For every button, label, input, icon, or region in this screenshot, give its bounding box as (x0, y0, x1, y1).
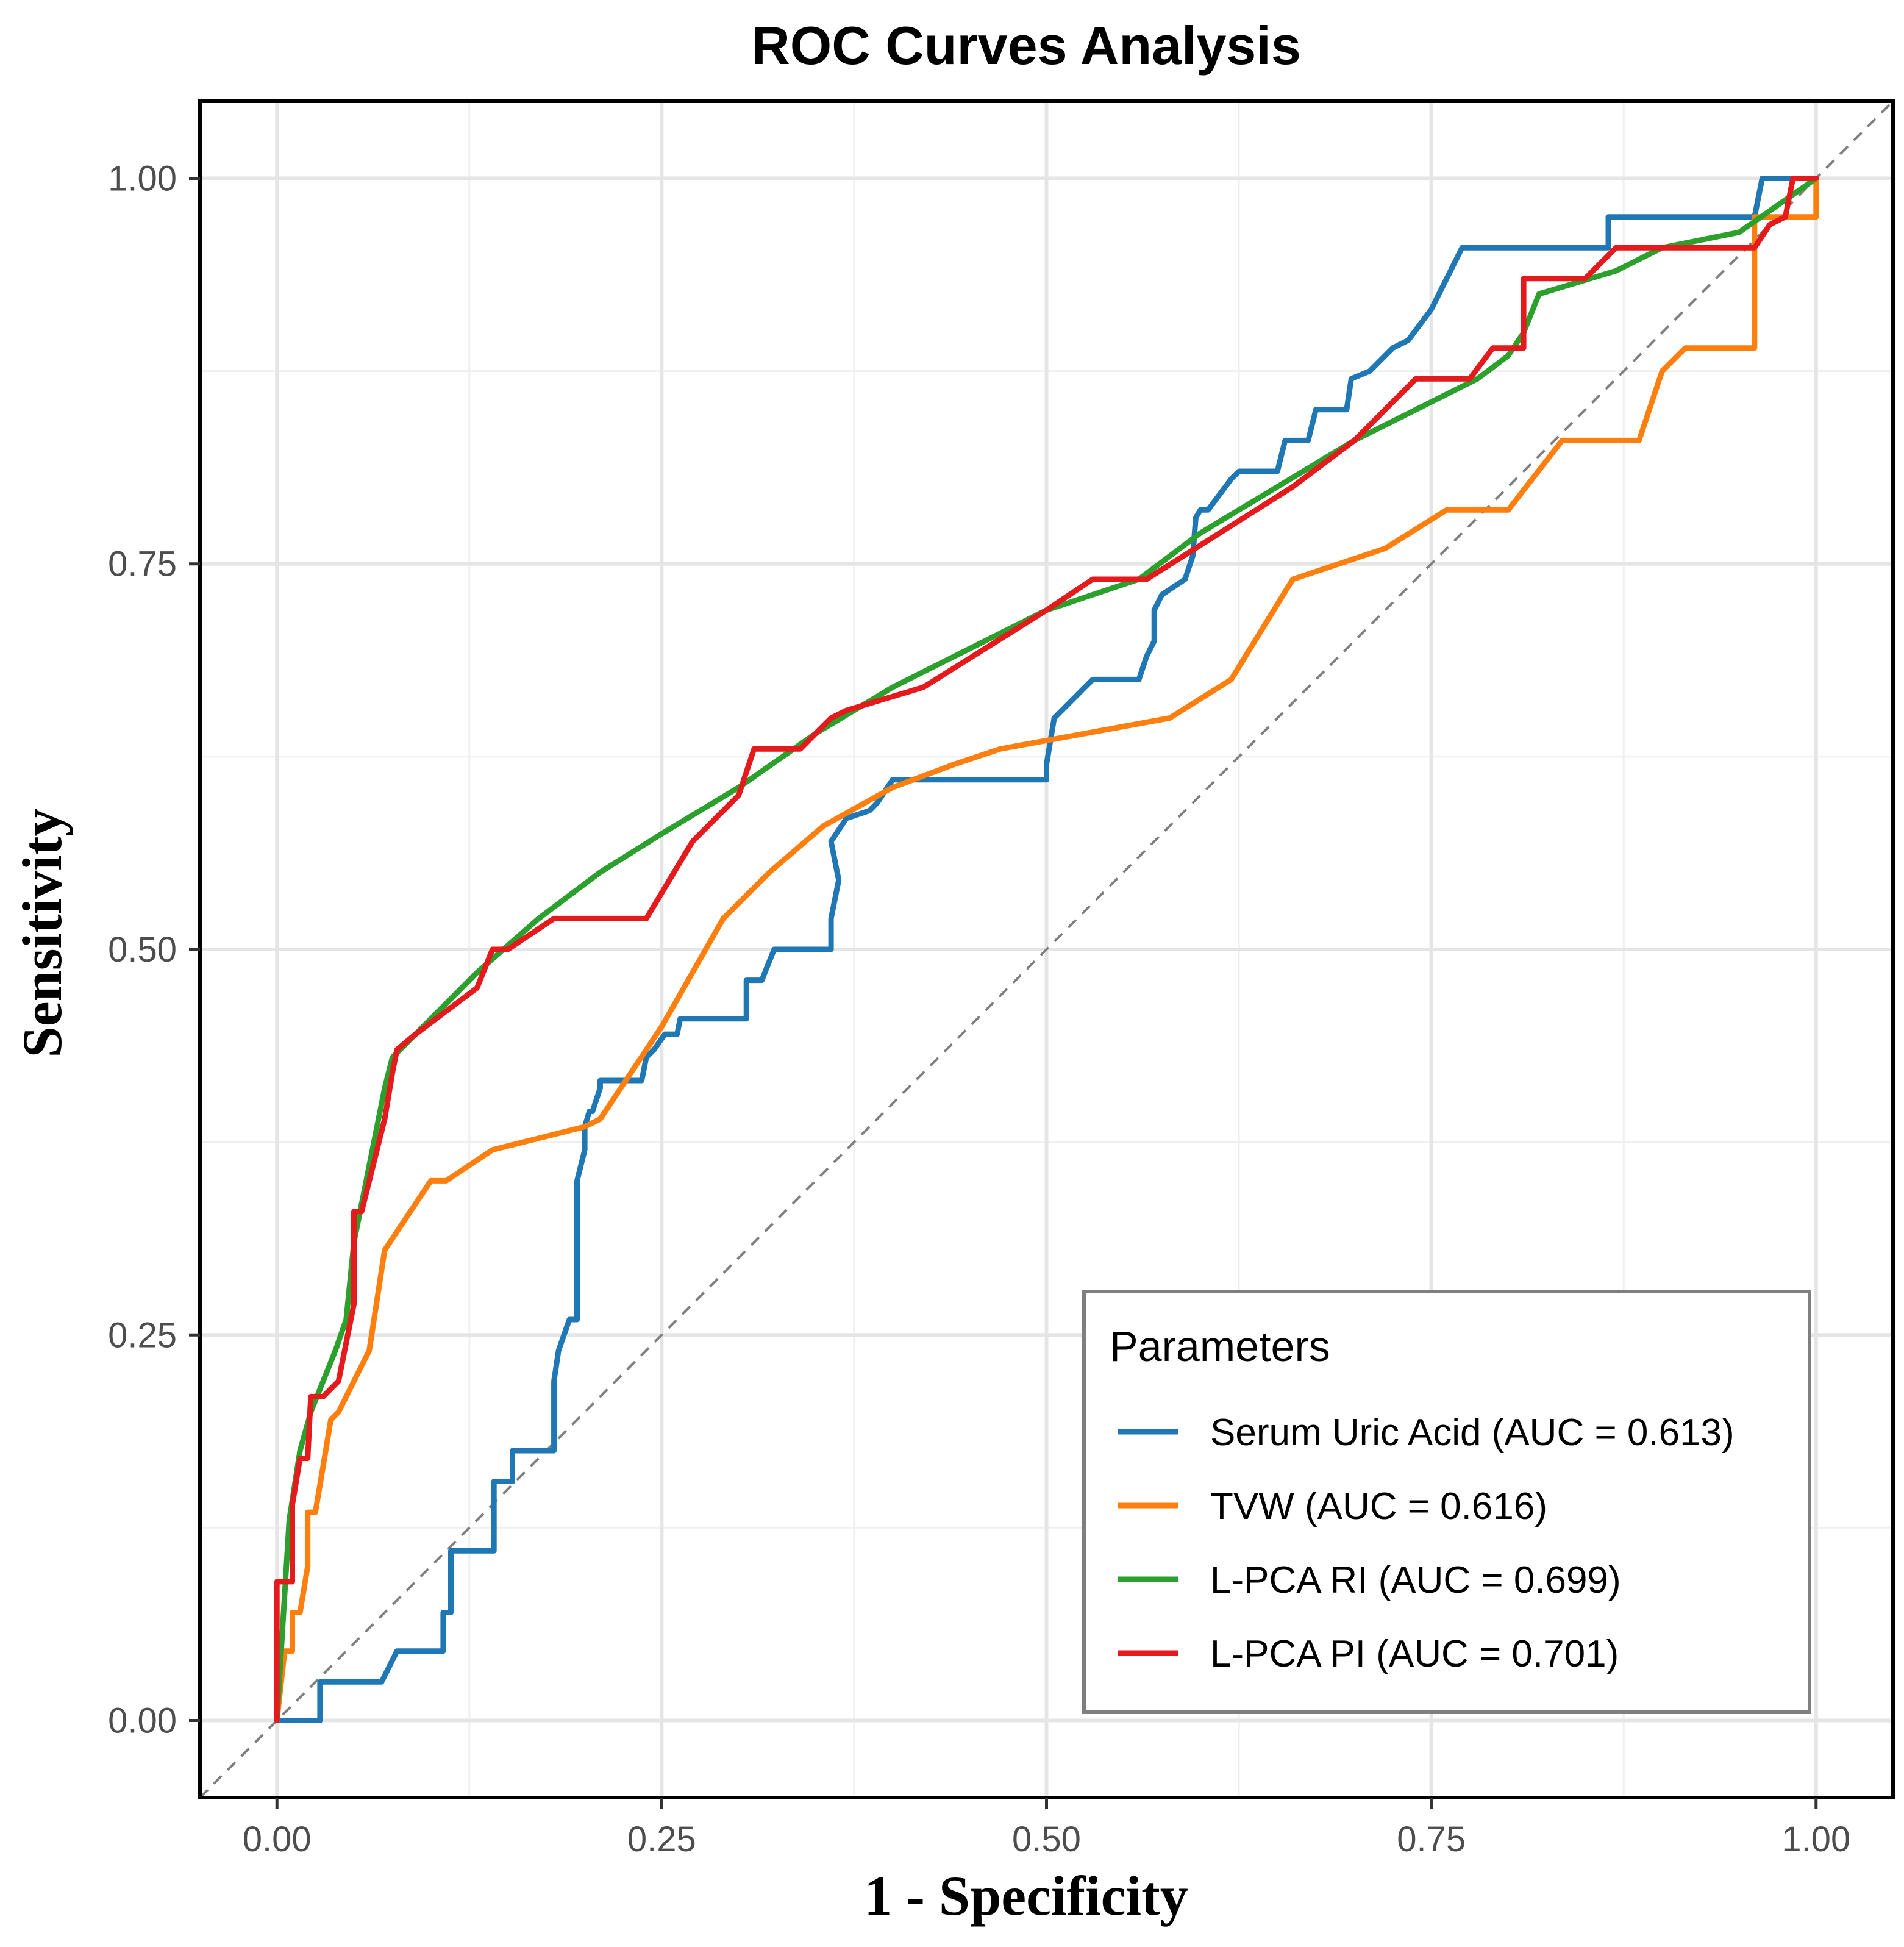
y-axis-ticks: 0.00 0.25 0.50 0.75 1.00 (108, 159, 200, 1741)
y-axis-title: Sensitivity (11, 809, 73, 1058)
x-axis-title: 1 - Specificity (864, 1865, 1188, 1927)
y-tick-label: 1.00 (108, 159, 177, 198)
y-tick-label: 0.00 (108, 1701, 177, 1741)
x-tick-label: 0.25 (627, 1820, 696, 1859)
series-line-l-pca-pi (274, 176, 1819, 1723)
series-line-tvw (274, 176, 1819, 1723)
y-tick-label: 0.50 (108, 930, 177, 970)
legend: Parameters Serum Uric Acid (AUC = 0.613)… (1082, 1290, 1811, 1714)
reference-diagonal-line (199, 100, 1894, 1799)
x-axis-ticks: 0.00 0.25 0.50 0.75 1.00 (243, 1798, 1850, 1859)
legend-box (1082, 1290, 1811, 1714)
legend-items: Serum Uric Acid (AUC = 0.613) TVW (AUC = … (1118, 1412, 1735, 1675)
x-tick-label: 0.00 (243, 1820, 312, 1859)
legend-title: Parameters (1110, 1323, 1330, 1370)
legend-label: Serum Uric Acid (AUC = 0.613) (1210, 1412, 1735, 1454)
x-tick-label: 0.50 (1012, 1820, 1081, 1859)
legend-label: TVW (AUC = 0.616) (1210, 1485, 1547, 1527)
legend-label: L-PCA PI (AUC = 0.701) (1210, 1633, 1619, 1675)
y-tick-label: 0.25 (108, 1315, 177, 1355)
legend-label: L-PCA RI (AUC = 0.699) (1210, 1559, 1621, 1601)
chart-title: ROC Curves Analysis (751, 15, 1301, 76)
y-tick-label: 0.75 (108, 545, 177, 584)
series-line-serum-uric-acid (274, 176, 1819, 1723)
x-tick-label: 0.75 (1397, 1820, 1466, 1859)
series-layer (274, 176, 1819, 1723)
x-tick-label: 1.00 (1781, 1820, 1850, 1859)
